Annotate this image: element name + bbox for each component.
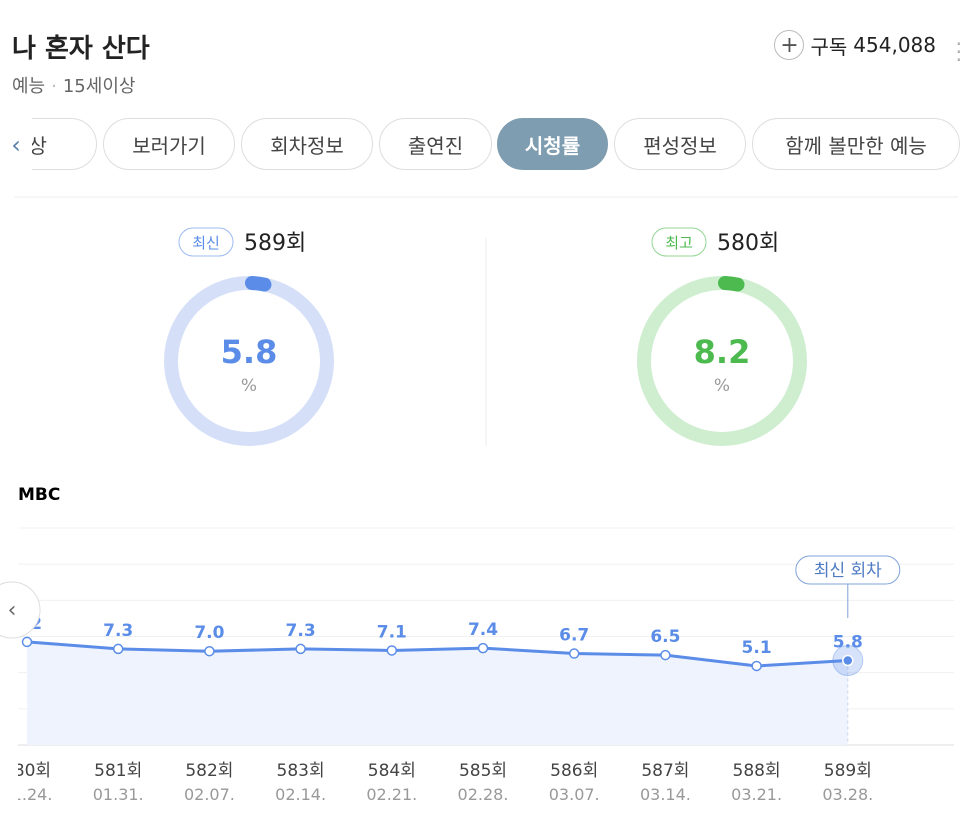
episode-label: 581회 bbox=[94, 761, 142, 781]
subscriber-count: 454,088 bbox=[853, 33, 936, 57]
latest-halo bbox=[832, 645, 864, 677]
header: 나 혼자 산다 예능 · 15세이상 + 구독 454,088 · · · bbox=[0, 0, 972, 110]
episode-label: 587회 bbox=[641, 761, 689, 781]
subscribe-label: 구독 bbox=[810, 34, 848, 59]
episode-label: 582회 bbox=[185, 761, 233, 781]
date-label: 02.21. bbox=[366, 785, 417, 804]
summary-card: 최신 589회 5.8% bbox=[164, 227, 334, 446]
date-label: 03.21. bbox=[731, 785, 782, 804]
age-rating: 15세이상 bbox=[62, 76, 136, 97]
show-meta: 예능 · 15세이상 bbox=[12, 76, 136, 97]
ring-accent bbox=[245, 276, 272, 292]
ring bbox=[637, 276, 807, 446]
badge-label: 최고 bbox=[665, 234, 693, 252]
episode-label: 584회 bbox=[368, 761, 416, 781]
episode-label: 580회 bbox=[3, 761, 51, 781]
value-label: 5.8 bbox=[833, 633, 863, 653]
tab[interactable]: 함께 볼만한 예능 bbox=[752, 118, 960, 170]
date-label: 03.07. bbox=[549, 785, 600, 804]
episode-label: 588회 bbox=[733, 761, 781, 781]
episode: 580회 bbox=[717, 231, 779, 256]
point bbox=[477, 642, 489, 654]
value-label: 7.3 bbox=[103, 621, 133, 641]
point bbox=[386, 645, 398, 656]
point bbox=[112, 643, 124, 655]
badge-label: 최신 bbox=[192, 234, 220, 252]
tab-bar: 영상보러가기회차정보출연진시청률편성정보함께 볼만한 예능 bbox=[0, 118, 972, 172]
tab[interactable]: 편성정보 bbox=[614, 118, 746, 170]
episode: 589회 bbox=[244, 231, 306, 256]
show-title: 나 혼자 산다 bbox=[12, 34, 150, 64]
date-label: 01.31. bbox=[93, 785, 144, 804]
point bbox=[842, 654, 854, 667]
value-label: 6.7 bbox=[559, 626, 589, 646]
point bbox=[660, 649, 671, 661]
area bbox=[27, 641, 848, 745]
tab[interactable]: 회차정보 bbox=[241, 118, 373, 170]
genre: 예능 bbox=[12, 76, 46, 97]
episode-label: 583회 bbox=[277, 761, 325, 781]
ring-accent bbox=[718, 276, 745, 292]
value-label: 7.3 bbox=[286, 621, 316, 641]
value-label: 5.1 bbox=[742, 638, 772, 658]
rating-unit: % bbox=[714, 376, 730, 396]
value-label: 7.4 bbox=[468, 620, 498, 640]
date-label: 02.07. bbox=[184, 785, 235, 804]
badge bbox=[178, 227, 234, 257]
rating-value: 5.8 bbox=[221, 333, 278, 371]
date-label: 03.28. bbox=[822, 785, 873, 804]
subscribe-button[interactable]: + 구독 454,088 bbox=[774, 30, 936, 60]
date-label: 02.14. bbox=[275, 785, 326, 804]
value-label: 6.5 bbox=[650, 627, 680, 647]
tab-scroll-left[interactable]: ‹ bbox=[0, 118, 32, 172]
date-label: 01.24. bbox=[2, 785, 53, 804]
summary-card: 최고 580회 8.2% bbox=[637, 227, 807, 446]
badge bbox=[651, 227, 707, 257]
episode-label: 589회 bbox=[824, 761, 872, 781]
line bbox=[26, 640, 848, 668]
tab[interactable]: 보러가기 bbox=[103, 118, 235, 170]
date-label: 02.28. bbox=[458, 785, 509, 804]
point bbox=[21, 636, 33, 648]
chart-title: MBC bbox=[18, 485, 60, 505]
annotation: 최신 회차 bbox=[814, 561, 882, 581]
chart-scroll-left[interactable]: ‹ bbox=[0, 581, 41, 639]
date-label: 03.14. bbox=[640, 785, 691, 804]
annotation-box bbox=[795, 555, 901, 585]
ring bbox=[164, 276, 334, 446]
tab[interactable]: 시청률 bbox=[497, 118, 608, 170]
episode-label: 585회 bbox=[459, 761, 507, 781]
svg-text:‹: ‹ bbox=[8, 598, 17, 623]
point bbox=[751, 660, 762, 672]
rating-unit: % bbox=[241, 376, 257, 396]
point bbox=[204, 645, 215, 657]
value-label: 7.1 bbox=[377, 622, 407, 642]
point bbox=[295, 643, 306, 655]
more-menu[interactable]: · · · bbox=[955, 32, 962, 72]
tab[interactable]: 출연진 bbox=[379, 118, 492, 170]
value-label: 7.0 bbox=[194, 623, 224, 643]
rating-value: 8.2 bbox=[694, 333, 751, 371]
episode-label: 586회 bbox=[550, 761, 598, 781]
point bbox=[568, 648, 580, 659]
